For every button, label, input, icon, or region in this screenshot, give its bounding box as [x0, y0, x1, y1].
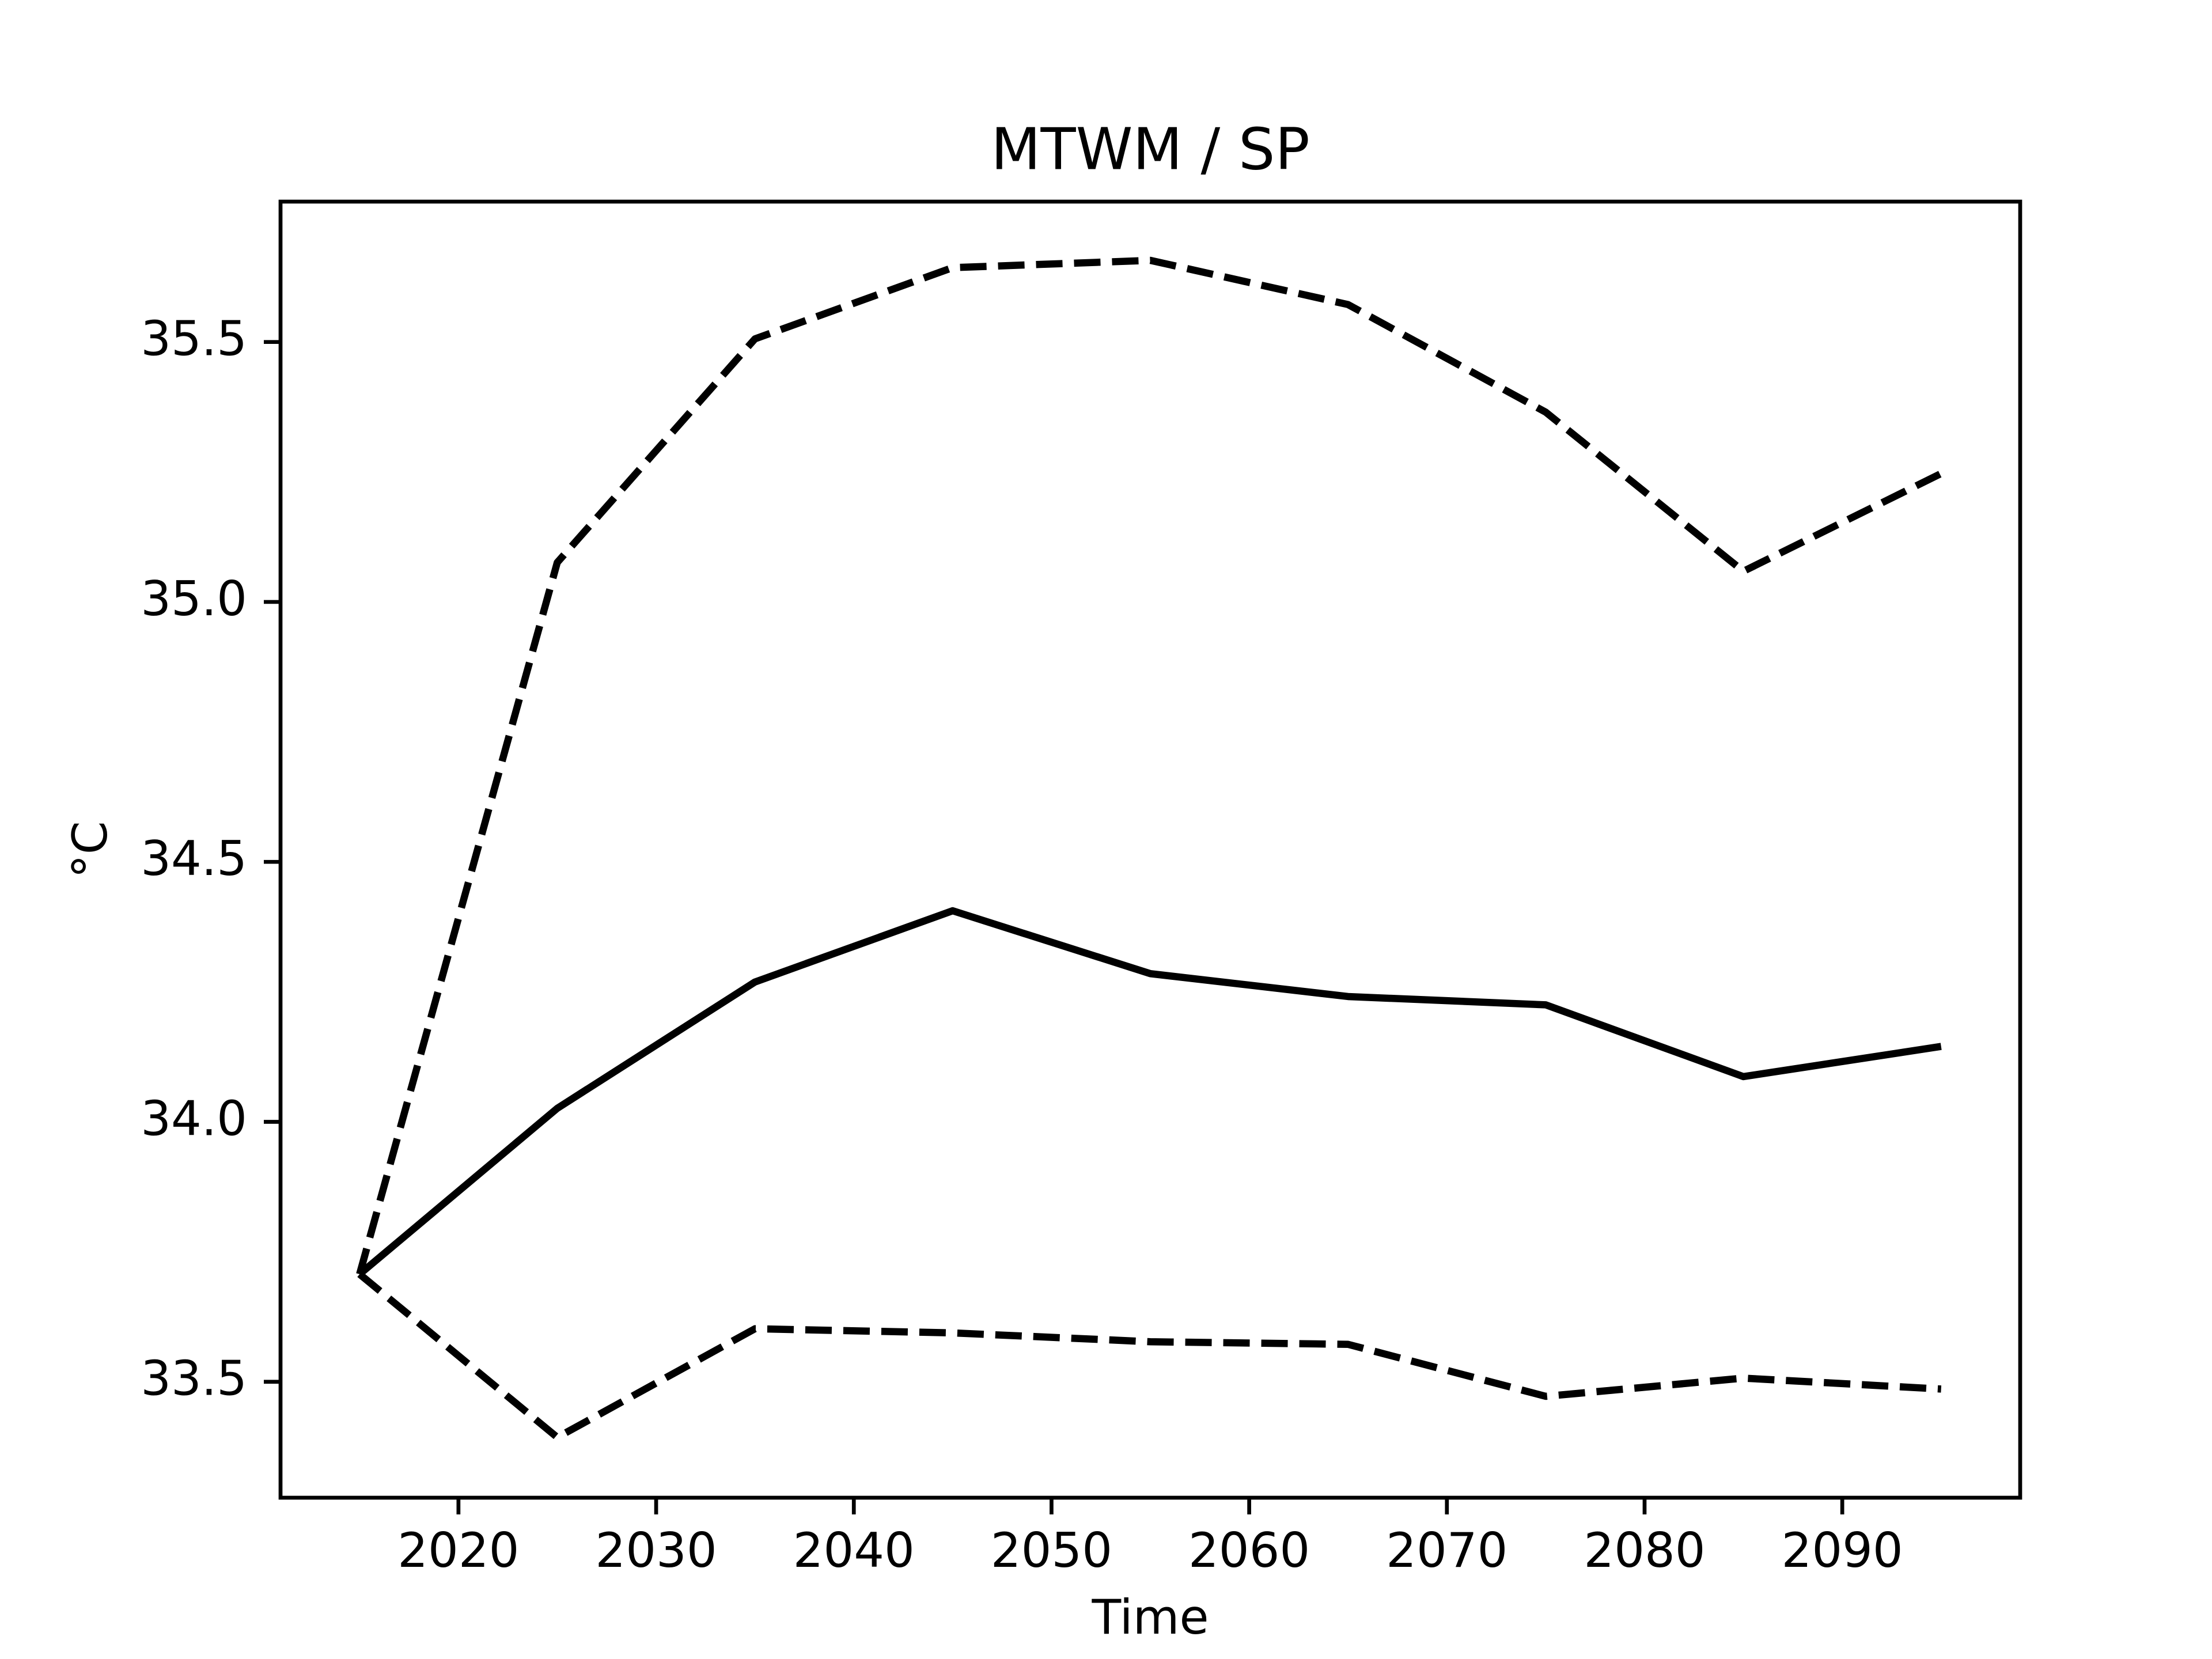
y-tick-label: 33.5: [141, 1351, 247, 1407]
x-tick-label: 2060: [1188, 1522, 1310, 1578]
x-tick-label: 2050: [991, 1522, 1112, 1578]
x-axis-label: Time: [1091, 1589, 1209, 1645]
x-tick-label: 2070: [1386, 1522, 1508, 1578]
y-tick-label: 34.5: [141, 831, 247, 887]
y-tick-label: 35.5: [141, 311, 247, 367]
y-tick-label: 34.0: [141, 1090, 247, 1146]
x-tick-label: 2040: [793, 1522, 915, 1578]
x-tick-label: 2030: [595, 1522, 717, 1578]
series-line: [357, 907, 1942, 1277]
x-tick-label: 2020: [397, 1522, 519, 1578]
series-line: [357, 1271, 1942, 1441]
series-line: [356, 256, 1943, 1275]
x-tick-label: 2080: [1584, 1522, 1705, 1578]
chart-title: MTWM / SP: [991, 115, 1310, 183]
plot-frame: [278, 199, 2022, 1500]
x-tick-label: 2090: [1782, 1522, 1903, 1578]
y-tick-label: 35.0: [141, 571, 247, 627]
y-axis-label: °C: [62, 821, 118, 878]
